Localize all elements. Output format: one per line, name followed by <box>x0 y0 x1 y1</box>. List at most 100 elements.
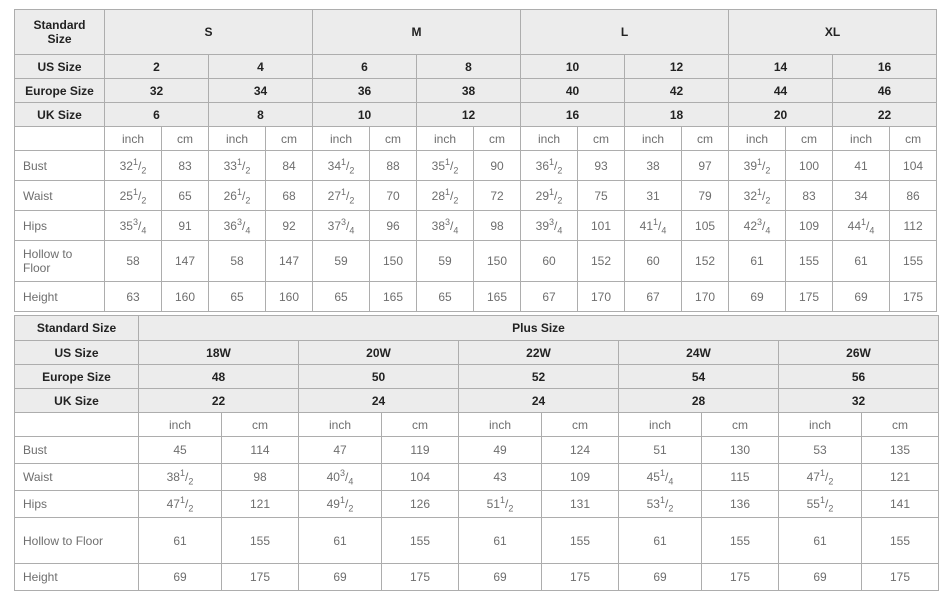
row-label: Height <box>14 563 139 591</box>
row-label: Bust <box>14 436 139 464</box>
unit-cell: cm <box>861 412 939 437</box>
size-cell: 18W <box>138 340 299 365</box>
fraction-denominator: 2 <box>453 194 459 205</box>
value-cell: 135 <box>861 436 939 464</box>
fraction-numerator: 1 <box>549 156 555 167</box>
value-cell: 321/2 <box>728 180 787 211</box>
unit-cell: cm <box>785 126 834 151</box>
size-cell: 8 <box>416 54 522 79</box>
value-cell: 551/2 <box>778 490 862 518</box>
fraction-denominator: 4 <box>348 476 354 487</box>
value-cell: 423/4 <box>728 210 787 241</box>
fraction-numerator: 1 <box>659 468 665 478</box>
size-cell: 50 <box>298 364 459 389</box>
table-row: Waist 251/2 65 261/2 68 271/2 70 281/2 72 291/2 75… <box>14 180 938 211</box>
row-label: Hips <box>14 490 139 518</box>
value-cell: 271/2 <box>312 180 371 211</box>
value-cell: 165 <box>473 281 522 312</box>
value-cell: 175 <box>541 563 619 591</box>
value-cell: 109 <box>785 210 834 241</box>
value-cell: 160 <box>161 281 209 312</box>
fraction-numerator: 3 <box>757 216 763 227</box>
fraction-numerator: 1 <box>132 156 138 167</box>
value-cell: 471/2 <box>138 490 222 518</box>
value-cell: 121 <box>861 463 939 491</box>
value-cell: 83 <box>161 150 209 181</box>
table-row: Europe Size 48 50 52 54 56 <box>14 364 939 389</box>
table-row: Bust 45 114 47 119 49 124 51 130 53 135 <box>14 436 939 464</box>
fraction-denominator: 2 <box>508 503 514 514</box>
table-row: Hips 471/2 121 491/2 126 511/2 131 531/2 136 551/… <box>14 490 939 518</box>
fraction-numerator: 1 <box>861 216 867 227</box>
value-cell: 61 <box>618 517 702 564</box>
fraction-denominator: 2 <box>141 194 147 205</box>
value-cell: 175 <box>889 281 938 312</box>
fraction-denominator: 2 <box>557 194 563 205</box>
value-cell: 175 <box>701 563 779 591</box>
row-label: Waist <box>14 463 139 491</box>
fraction-numerator: 1 <box>819 468 825 478</box>
fraction-denominator: 2 <box>828 476 834 487</box>
value-cell: 84 <box>264 150 314 181</box>
value-cell: 83 <box>785 180 834 211</box>
fraction-numerator: 1 <box>819 495 825 505</box>
fraction-numerator: 3 <box>339 468 345 478</box>
size-cell: 40 <box>520 78 626 103</box>
value-cell: 65 <box>208 281 266 312</box>
fraction-denominator: 4 <box>453 224 459 235</box>
value-cell: 45 <box>138 436 222 464</box>
unit-cell: inch <box>618 412 702 437</box>
value-cell: 60 <box>520 240 579 282</box>
fraction-denominator: 4 <box>869 224 875 235</box>
size-cell: 16 <box>832 54 938 79</box>
fraction-denominator: 2 <box>188 476 194 487</box>
unit-cell: inch <box>104 126 162 151</box>
value-cell: 170 <box>577 281 626 312</box>
header-label: US Size <box>14 340 139 365</box>
value-cell: 98 <box>473 210 522 241</box>
value-cell: 147 <box>161 240 209 282</box>
value-cell: 90 <box>473 150 522 181</box>
value-cell: 373/4 <box>312 210 371 241</box>
fraction-numerator: 1 <box>341 156 347 167</box>
unit-cell: cm <box>221 412 299 437</box>
header-label: Europe Size <box>14 364 139 389</box>
unit-cell: cm <box>381 412 459 437</box>
size-cell: 14 <box>728 54 834 79</box>
value-cell: 251/2 <box>104 180 162 211</box>
row-label: Hollow to Floor <box>14 517 139 564</box>
size-cell: 28 <box>618 388 779 413</box>
size-cell: 22 <box>138 388 299 413</box>
fraction-numerator: 3 <box>549 216 555 227</box>
value-cell: 175 <box>861 563 939 591</box>
fraction-denominator: 2 <box>828 503 834 514</box>
value-cell: 491/2 <box>298 490 382 518</box>
value-cell: 175 <box>221 563 299 591</box>
fraction-numerator: 1 <box>445 186 451 197</box>
size-cell: 26W <box>778 340 939 365</box>
value-cell: 69 <box>778 563 862 591</box>
fraction-denominator: 2 <box>188 503 194 514</box>
value-cell: 155 <box>221 517 299 564</box>
fraction-denominator: 4 <box>349 224 355 235</box>
unit-cell: cm <box>541 412 619 437</box>
value-cell: 451/4 <box>618 463 702 491</box>
fraction-denominator: 2 <box>557 164 563 175</box>
value-cell: 92 <box>264 210 314 241</box>
fraction-numerator: 1 <box>341 186 347 197</box>
size-cell: 10 <box>312 102 418 127</box>
value-cell: 88 <box>369 150 418 181</box>
value-cell: 97 <box>681 150 730 181</box>
value-cell: 115 <box>701 463 779 491</box>
standard-size-table: Standard Size S M L XL US Size 2 4 6 8 10 12 14 16 Eur… <box>14 9 938 312</box>
fraction-numerator: 3 <box>445 216 451 227</box>
header-label <box>14 126 105 151</box>
value-cell: 175 <box>785 281 834 312</box>
fraction-denominator: 2 <box>245 164 251 175</box>
fraction-numerator: 1 <box>179 495 185 505</box>
value-cell: 175 <box>381 563 459 591</box>
value-cell: 75 <box>577 180 626 211</box>
header-label <box>14 412 139 437</box>
unit-cell: inch <box>138 412 222 437</box>
